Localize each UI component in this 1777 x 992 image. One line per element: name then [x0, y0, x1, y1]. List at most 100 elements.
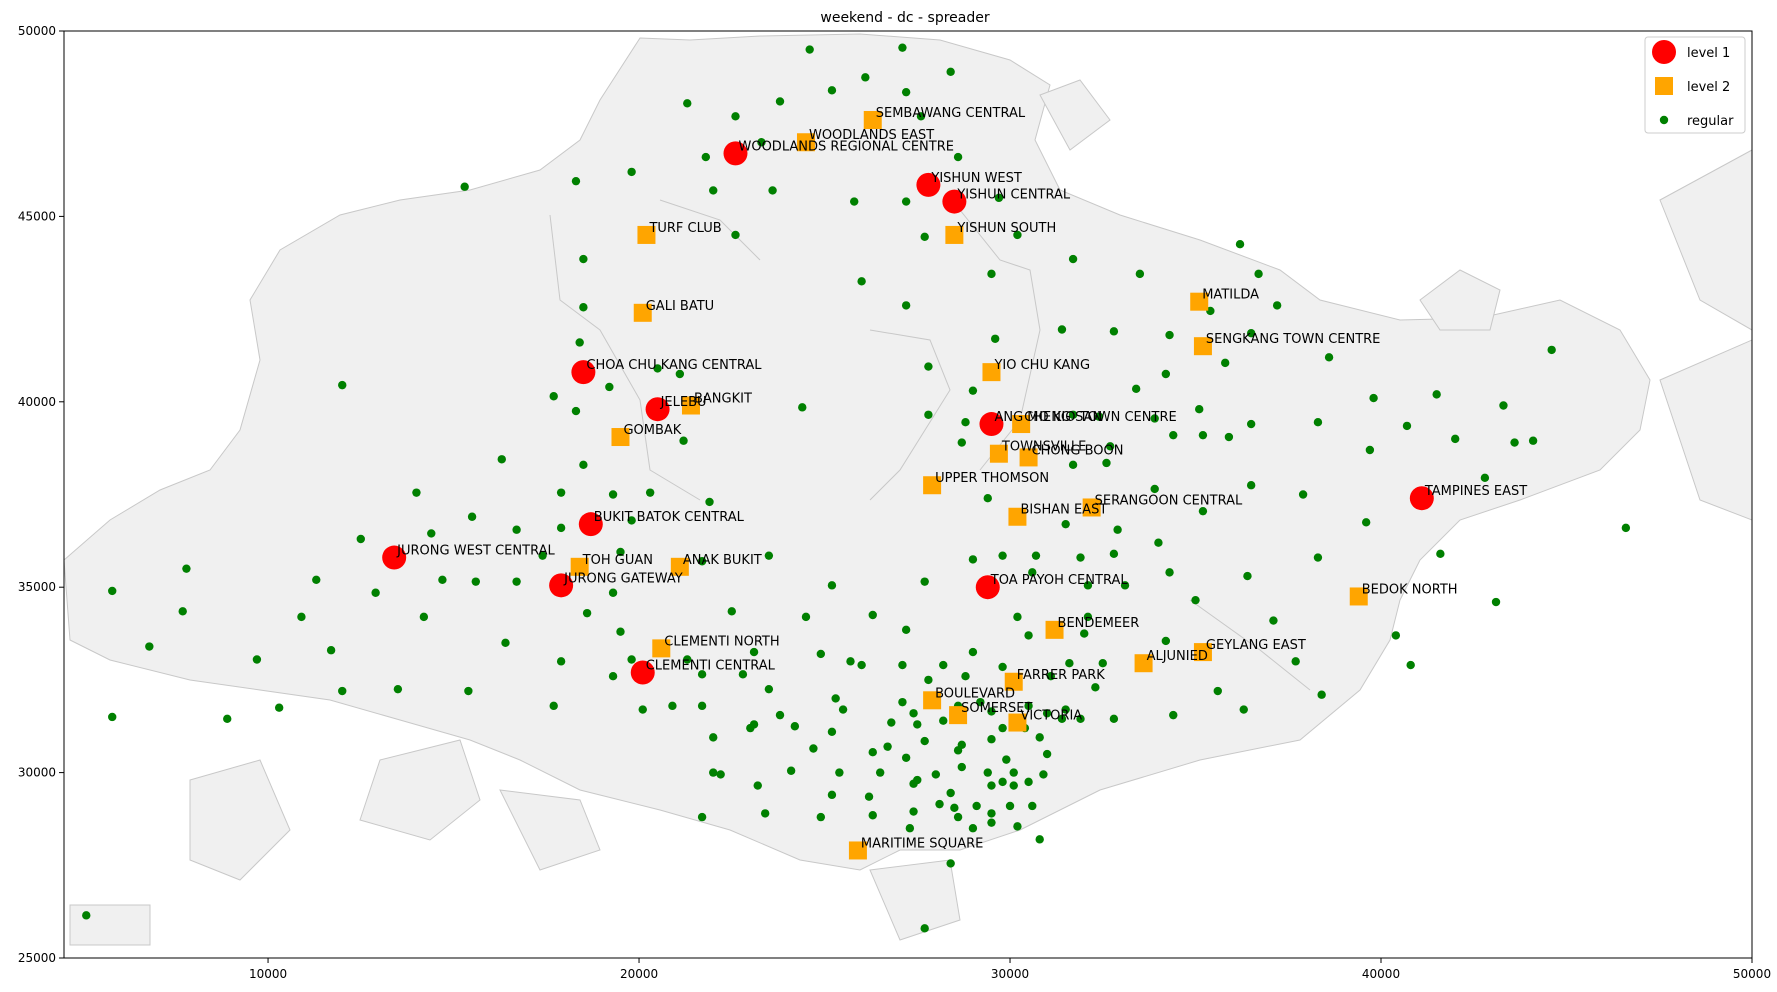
- regular-point: [1068, 410, 1078, 419]
- level1-marker: [382, 545, 407, 570]
- station-label: YISHUN CENTRAL: [956, 188, 1071, 203]
- station-label: TOH GUAN: [582, 553, 653, 568]
- regular-point: [1009, 768, 1018, 777]
- regular-point: [1057, 714, 1067, 724]
- regular-point: [1324, 353, 1334, 362]
- regular-point: [846, 657, 855, 666]
- regular-point: [805, 45, 814, 54]
- station-label: TAMPINES EAST: [1424, 484, 1527, 499]
- regular-point: [1080, 629, 1089, 638]
- legend: level 1 level 2 regular: [1644, 36, 1746, 134]
- regular-point: [512, 577, 521, 586]
- regular-point: [1254, 269, 1263, 279]
- regular-point: [983, 768, 992, 777]
- regular-point: [556, 523, 566, 533]
- regular-point: [857, 277, 866, 286]
- regular-point: [1169, 430, 1178, 440]
- regular-point: [1150, 414, 1159, 423]
- level2-marker: [1193, 643, 1212, 662]
- regular-point: [709, 768, 718, 777]
- y-tick-label: 40000: [18, 395, 56, 409]
- regular-point: [1061, 705, 1070, 714]
- regular-point: [1005, 801, 1015, 811]
- chart-title: weekend - dc - spreader: [820, 10, 989, 26]
- regular-point: [1024, 701, 1033, 711]
- station-label: FARRER PARK: [1017, 668, 1106, 683]
- regular-point: [427, 529, 436, 538]
- regular-point: [727, 607, 736, 616]
- regular-point: [223, 714, 232, 724]
- regular-point: [697, 557, 707, 566]
- regular-point: [1102, 458, 1111, 468]
- legend-label: level 2: [1687, 80, 1730, 95]
- regular-point: [998, 777, 1007, 787]
- regular-point: [1024, 777, 1033, 787]
- regular-point: [764, 684, 774, 694]
- regular-point: [1035, 835, 1044, 844]
- station-label: YISHUN SOUTH: [956, 221, 1056, 236]
- regular-point: [709, 733, 718, 742]
- level2-marker: [670, 557, 689, 576]
- regular-point: [924, 675, 933, 685]
- regular-points: [82, 43, 1631, 933]
- station-label: TOWNSVILLE: [1001, 440, 1086, 455]
- regular-point: [931, 770, 941, 779]
- level2-marker: [681, 396, 700, 415]
- regular-point: [838, 705, 848, 714]
- regular-point: [987, 269, 996, 279]
- regular-point: [1291, 657, 1300, 666]
- regular-point: [946, 788, 955, 798]
- station-label: CHOA CHU KANG CENTRAL: [586, 358, 762, 373]
- x-tick-label: 20000: [620, 967, 658, 981]
- regular-point: [182, 564, 191, 573]
- regular-point: [924, 362, 933, 371]
- level2-marker: [637, 225, 656, 244]
- station-label: WOODLANDS REGIONAL CENTRE: [738, 139, 953, 154]
- regular-point: [627, 655, 636, 664]
- regular-point: [1365, 445, 1375, 455]
- level1-marker: [979, 412, 1004, 437]
- y-tick-label: 25000: [18, 951, 56, 965]
- level1-points: [382, 141, 1434, 685]
- regular-point: [627, 516, 636, 525]
- station-label: CLEMENTI CENTRAL: [646, 658, 776, 673]
- regular-point: [549, 701, 558, 711]
- station-label: ANAK BUKIT: [683, 553, 762, 568]
- level1-marker: [942, 189, 967, 214]
- station-label: CLEMENTI NORTH: [664, 634, 779, 649]
- station-label: JURONG GATEWAY: [563, 571, 683, 586]
- regular-point: [901, 87, 911, 97]
- regular-point: [898, 697, 907, 707]
- regular-point: [764, 551, 774, 560]
- regular-point: [705, 497, 714, 507]
- regular-point: [753, 781, 762, 790]
- regular-point: [1039, 770, 1048, 779]
- regular-point: [953, 746, 963, 755]
- regular-point: [749, 647, 759, 657]
- regular-point: [1154, 538, 1163, 547]
- regular-point: [145, 642, 154, 651]
- regular-point: [683, 655, 692, 664]
- regular-point: [178, 607, 187, 616]
- regular-point: [108, 586, 117, 596]
- regular-point: [371, 588, 380, 597]
- level2-marker: [652, 639, 671, 658]
- regular-point: [1235, 240, 1245, 249]
- regular-point: [1510, 438, 1519, 447]
- level2-marker: [1134, 654, 1153, 673]
- level1-marker: [630, 660, 655, 685]
- regular-point: [749, 720, 759, 729]
- regular-point: [920, 232, 929, 241]
- regular-point: [1057, 325, 1067, 334]
- regular-point: [901, 625, 911, 635]
- level2-marker: [1004, 672, 1023, 691]
- level2-marker: [863, 110, 882, 129]
- regular-point: [801, 612, 811, 622]
- regular-point: [972, 801, 981, 811]
- regular-point: [961, 417, 970, 427]
- regular-point: [1195, 405, 1204, 414]
- x-tick-label: 30000: [991, 967, 1029, 981]
- regular-point: [274, 703, 284, 712]
- level1-marker: [571, 360, 596, 385]
- regular-point: [957, 438, 966, 447]
